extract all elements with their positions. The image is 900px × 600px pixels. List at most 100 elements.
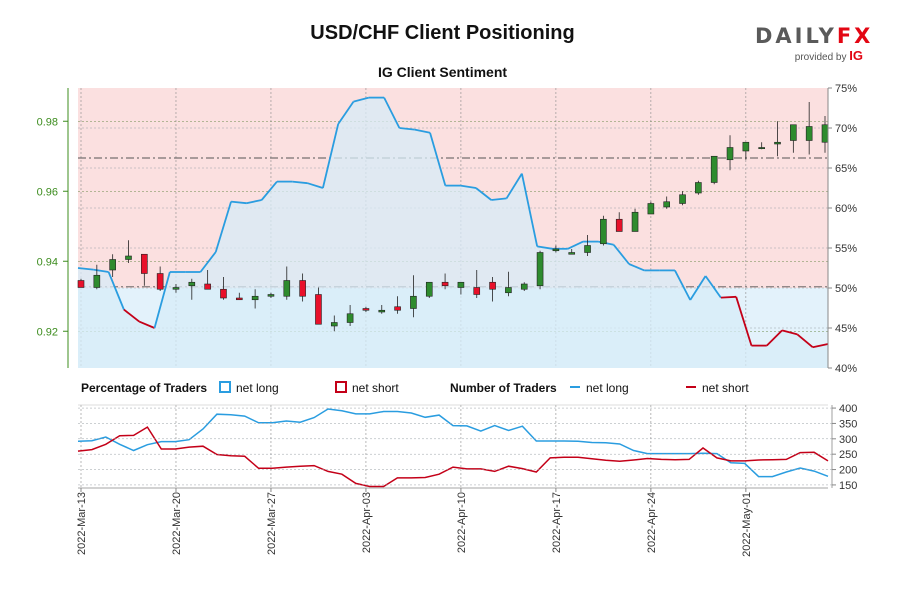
- sentiment-segment: [246, 199, 262, 205]
- candle-body: [204, 283, 211, 290]
- candle-body: [742, 141, 750, 152]
- legend-pct-long-label: net long: [236, 381, 279, 395]
- sentiment-segment: [199, 251, 217, 273]
- candle-body: [188, 281, 196, 287]
- candle-body: [410, 295, 417, 309]
- candle-body: [552, 248, 560, 252]
- sentiment-tick-label: 45%: [835, 323, 857, 335]
- sentiment-segment: [260, 181, 278, 201]
- candle-body: [251, 295, 259, 301]
- legend-pct-short-label: net short: [352, 381, 399, 395]
- candle-body: [77, 280, 85, 288]
- legend-pct-short-swatch: [335, 381, 347, 393]
- legend-pct-long-swatch: [219, 381, 231, 393]
- chart-subtitle: IG Client Sentiment: [377, 64, 508, 80]
- candle-body: [695, 182, 702, 194]
- candle-body: [679, 194, 686, 204]
- sentiment-tick-label: 75%: [835, 83, 857, 95]
- candle-body: [710, 155, 718, 183]
- date-tick-label: 2022-Apr-17: [551, 492, 563, 553]
- sentiment-tick-label: 60%: [835, 203, 857, 215]
- sentiment-segment: [491, 197, 507, 201]
- date-tick-label: 2022-May-01: [741, 492, 753, 557]
- chart-title: USD/CHF Client Positioning: [310, 22, 575, 44]
- sentiment-segment: [674, 269, 692, 301]
- candle-body: [774, 141, 781, 145]
- candle-body: [520, 283, 528, 290]
- traders-tick-label: 200: [839, 465, 857, 477]
- traders-tick-label: 300: [839, 434, 857, 446]
- candle-body: [267, 294, 275, 297]
- price-tick-label: 0.92: [37, 326, 58, 338]
- sentiment-segment: [123, 308, 140, 323]
- candle-body: [93, 274, 101, 288]
- candle-body: [568, 252, 576, 255]
- date-tick-label: 2022-Mar-20: [171, 492, 183, 555]
- sentiment-segment: [322, 123, 340, 189]
- candle-body: [457, 281, 465, 288]
- date-tick-label: 2022-Mar-27: [266, 492, 278, 555]
- date-tick-label: 2022-Apr-03: [361, 492, 373, 553]
- sentiment-segment: [337, 101, 355, 125]
- legend-number-title: Number of Traders: [450, 381, 557, 395]
- candle-body: [631, 211, 639, 232]
- logo-word-main: DAILY: [755, 24, 837, 48]
- candle-body: [141, 253, 148, 274]
- candle-body: [584, 245, 591, 253]
- candle-body: [283, 280, 291, 297]
- date-tick-label: 2022-Mar-13: [76, 492, 88, 555]
- sentiment-segment: [505, 173, 523, 199]
- sentiment-segment: [781, 329, 798, 336]
- candle-body: [362, 308, 370, 311]
- sentiment-segment: [292, 180, 308, 185]
- sentiment-segment: [704, 275, 722, 299]
- sentiment-segment: [414, 128, 431, 134]
- sentiment-segment: [230, 200, 247, 205]
- candle-body: [489, 281, 496, 290]
- candle-body: [299, 280, 306, 297]
- sentiment-segment: [138, 320, 155, 329]
- date-tick-label: 2022-Apr-10: [456, 492, 468, 553]
- candle-body: [615, 218, 623, 232]
- candle-body: [109, 259, 116, 271]
- candle-body: [805, 126, 813, 141]
- sentiment-segment: [796, 333, 814, 348]
- candle-body: [821, 124, 829, 143]
- sentiment-tick-label: 65%: [835, 163, 857, 175]
- candle-body: [235, 297, 243, 301]
- traders-tick-label: 250: [839, 449, 857, 461]
- sentiment-segment: [720, 295, 737, 299]
- sentiment-segment: [812, 343, 829, 349]
- candle-body: [726, 147, 734, 161]
- traders-net-long-line: [77, 408, 829, 478]
- candle-body: [346, 313, 354, 323]
- candle-body: [536, 252, 544, 287]
- sentiment-segment: [613, 244, 630, 265]
- sentiment-segment: [93, 268, 109, 273]
- dailyfx-logo: DAILYFX provided by IG: [755, 24, 870, 63]
- sentiment-area: [78, 97, 828, 368]
- traders-net-short-line: [77, 426, 829, 488]
- date-tick-label: 2022-Apr-24: [646, 492, 658, 553]
- logo-provided-by: provided by: [794, 52, 847, 63]
- candle-body: [647, 203, 655, 215]
- sentiment-segment: [77, 267, 94, 271]
- sentiment-segment: [383, 97, 401, 129]
- traders-tick-label: 400: [839, 403, 857, 415]
- sentiment-segment: [689, 275, 707, 301]
- candle-body: [172, 287, 180, 290]
- sentiment-segment: [353, 96, 370, 103]
- candle-body: [441, 281, 449, 287]
- candle-body: [790, 124, 797, 141]
- candle-body: [378, 309, 386, 313]
- traders-tick-label: 150: [839, 480, 857, 492]
- sentiment-segment: [460, 184, 477, 189]
- candle-body: [663, 201, 671, 208]
- candle-body: [505, 287, 512, 294]
- sentiment-segment: [567, 240, 584, 250]
- sentiment-segment: [735, 296, 753, 346]
- candle-body: [394, 306, 401, 311]
- candle-body: [125, 255, 132, 260]
- sentiment-segment: [520, 173, 539, 247]
- logo-word-accent: FX: [836, 24, 874, 48]
